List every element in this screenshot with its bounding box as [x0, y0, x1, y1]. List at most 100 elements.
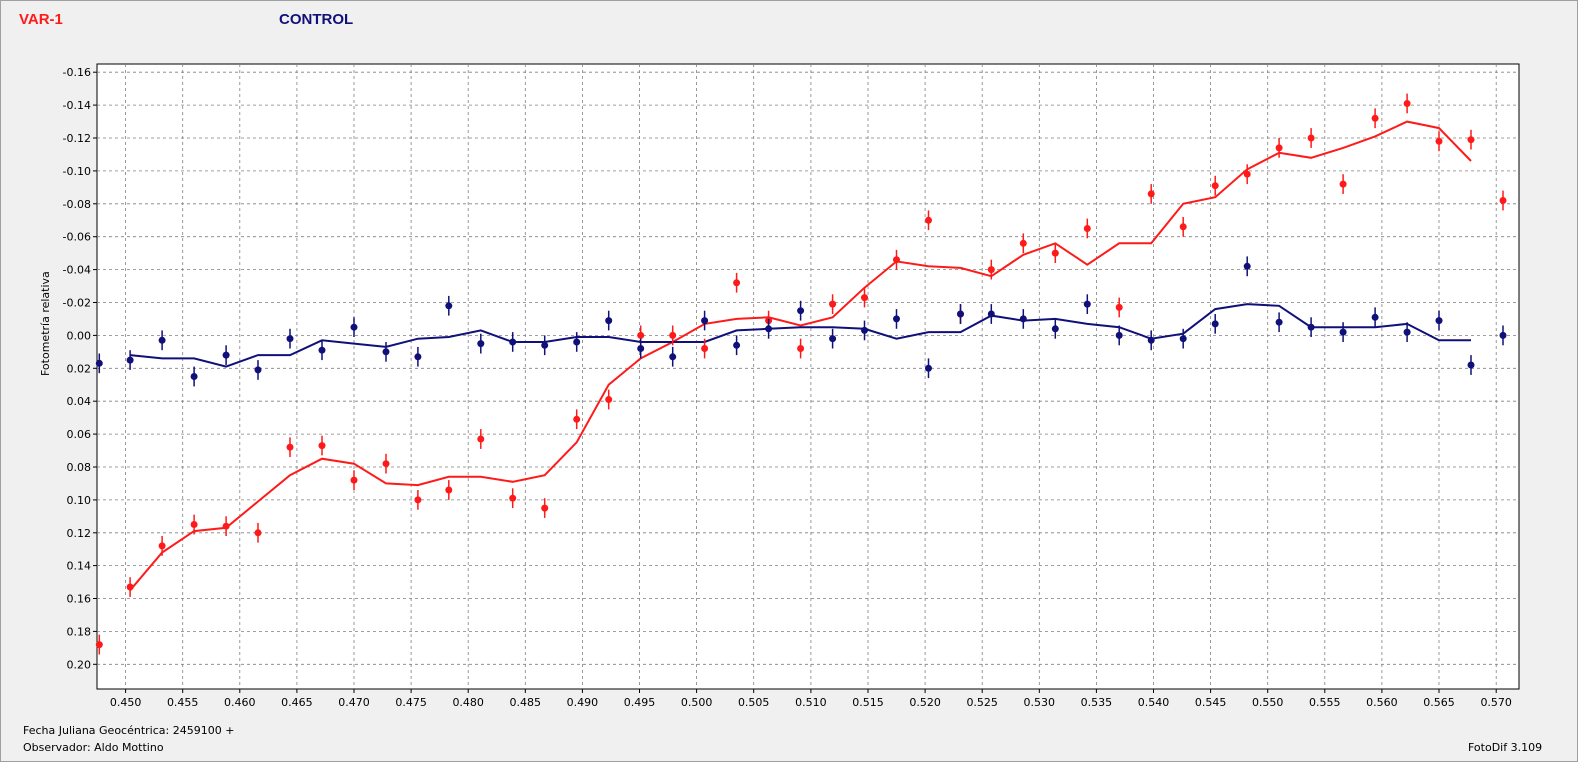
- var1-data-point: [1083, 218, 1091, 239]
- control-data-point: [1179, 328, 1187, 349]
- x-tick-label: 0.515: [852, 696, 884, 709]
- control-marker: [382, 348, 390, 356]
- var1-marker: [158, 542, 166, 550]
- control-data-point: [669, 346, 677, 367]
- x-tick-label: 0.500: [681, 696, 713, 709]
- x-tick-label: 0.565: [1423, 696, 1455, 709]
- control-marker: [1339, 328, 1347, 336]
- control-marker: [925, 364, 932, 372]
- control-marker: [1307, 323, 1315, 331]
- var1-marker: [382, 460, 390, 468]
- control-data-point: [254, 360, 262, 380]
- control-data-point: [765, 318, 773, 339]
- control-data-point: [1467, 355, 1475, 375]
- var1-data-point: [350, 470, 358, 490]
- var1-data-point: [1179, 217, 1187, 237]
- var1-data-point: [477, 429, 485, 449]
- control-marker: [701, 317, 709, 325]
- var1-marker: [286, 443, 294, 451]
- control-data-point: [1211, 314, 1219, 334]
- var1-marker: [701, 345, 709, 352]
- control-data-point: [797, 300, 805, 321]
- x-tick-label: 0.540: [1138, 696, 1170, 709]
- control-data-point: [701, 310, 709, 331]
- var1-marker: [925, 216, 932, 224]
- x-tick-label: 0.560: [1366, 696, 1398, 709]
- y-tick-label: 0.10: [67, 494, 92, 507]
- var1-data-point: [1115, 297, 1123, 318]
- plot-area: [96, 63, 1520, 690]
- var1-marker: [414, 496, 422, 504]
- x-tick-label: 0.490: [567, 696, 599, 709]
- var1-data-point: [1051, 243, 1059, 263]
- y-tick-label: 0.06: [67, 428, 92, 441]
- var1-data-point: [1243, 164, 1251, 185]
- control-data-point: [158, 330, 166, 351]
- var1-data-point: [925, 210, 932, 231]
- var1-marker: [1371, 114, 1379, 122]
- x-tick-label: 0.510: [795, 696, 827, 709]
- x-tick-label: 0.460: [224, 696, 256, 709]
- var1-data-point: [541, 498, 549, 518]
- y-tick-label: 0.02: [67, 362, 92, 375]
- y-tick-label: 0.12: [67, 527, 92, 540]
- control-data-point: [893, 309, 900, 329]
- control-data-point: [957, 304, 964, 324]
- version-label: FotoDif 3.109: [1468, 741, 1543, 754]
- var1-marker: [987, 266, 995, 274]
- var1-data-point: [797, 338, 805, 359]
- control-trend-line: [129, 303, 1471, 368]
- control-marker: [126, 356, 134, 364]
- x-tick-label: 0.470: [338, 696, 370, 709]
- julian-date-label: Fecha Juliana Geocéntrica: 2459100 +: [23, 724, 235, 737]
- control-marker: [477, 340, 485, 348]
- var1-data-point: [1371, 108, 1379, 129]
- x-tick-label: 0.530: [1024, 696, 1056, 709]
- x-tick-label: 0.455: [167, 696, 199, 709]
- control-marker: [1115, 331, 1123, 339]
- control-data-point: [126, 350, 134, 370]
- control-marker: [1019, 315, 1027, 323]
- var1-data-point: [987, 259, 995, 280]
- control-marker: [350, 323, 358, 331]
- var1-data-point: [222, 516, 230, 536]
- control-data-point: [286, 328, 294, 349]
- y-tick-label: 0.20: [67, 658, 92, 671]
- control-data-point: [573, 332, 581, 352]
- control-data-point: [222, 345, 230, 365]
- var1-marker: [893, 256, 900, 264]
- control-marker: [414, 353, 422, 361]
- control-marker: [829, 335, 837, 343]
- var1-marker: [541, 504, 549, 512]
- y-tick-label: 0.16: [67, 593, 92, 606]
- var1-marker: [1307, 134, 1315, 142]
- control-marker: [765, 325, 773, 333]
- var1-marker: [445, 486, 453, 494]
- x-tick-label: 0.485: [510, 696, 542, 709]
- control-data-point: [987, 304, 995, 324]
- control-marker: [541, 341, 549, 349]
- y-tick-label: -0.14: [63, 99, 91, 112]
- x-tick-label: 0.570: [1480, 696, 1512, 709]
- x-tick-label: 0.505: [738, 696, 770, 709]
- control-marker: [445, 302, 453, 310]
- control-data-point: [1115, 325, 1123, 346]
- var1-data-point: [1499, 190, 1507, 211]
- var1-marker: [669, 331, 677, 339]
- var1-data-point: [318, 435, 326, 456]
- x-tick-label: 0.545: [1195, 696, 1227, 709]
- y-tick-label: -0.10: [63, 165, 91, 178]
- y-tick-label: 0.08: [67, 461, 92, 474]
- control-marker: [1499, 331, 1507, 339]
- control-marker: [861, 326, 868, 334]
- control-data-point: [1083, 294, 1091, 314]
- x-tick-label: 0.495: [624, 696, 656, 709]
- control-data-point: [1275, 312, 1283, 333]
- control-data-point: [541, 335, 549, 356]
- y-tick-label: 0.00: [67, 329, 92, 342]
- control-marker: [1275, 318, 1283, 326]
- y-tick-label: 0.04: [67, 395, 92, 408]
- control-data-point: [733, 335, 741, 356]
- control-marker: [797, 307, 805, 315]
- var1-marker: [573, 415, 581, 423]
